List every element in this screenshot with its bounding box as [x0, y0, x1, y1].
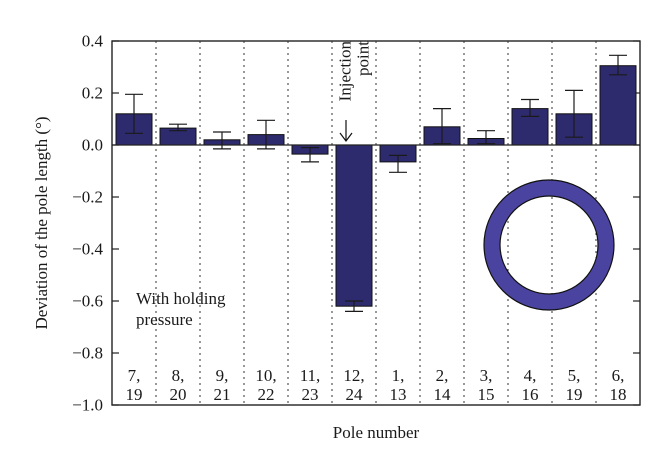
- category-label-bottom: 24: [346, 385, 364, 404]
- ring-cross-section: [484, 180, 614, 310]
- y-axis-title: Deviation of the pole length (°): [32, 116, 51, 329]
- category-label-top: 1,: [392, 366, 405, 385]
- injection-point-annotation: Injection point: [336, 41, 373, 142]
- category-label-bottom: 18: [610, 385, 627, 404]
- category-label-bottom: 23: [302, 385, 319, 404]
- y-tick-label: 0.4: [82, 32, 104, 51]
- category-label-bottom: 14: [434, 385, 452, 404]
- injection-label-line1: Injection: [336, 41, 355, 102]
- y-tick-label: −1.0: [72, 396, 103, 415]
- category-label-bottom: 20: [170, 385, 187, 404]
- y-tick-label: −0.4: [72, 240, 103, 259]
- category-label-top: 8,: [172, 366, 185, 385]
- holding-pressure-line1: With holding: [136, 289, 226, 308]
- category-label-top: 12,: [343, 366, 364, 385]
- error-bar: [169, 123, 187, 132]
- category-label-bottom: 19: [566, 385, 583, 404]
- error-bar: [609, 54, 627, 76]
- ring-outer-edge: [483, 179, 615, 311]
- x-axis-title: Pole number: [333, 423, 420, 442]
- category-label-top: 11,: [300, 366, 321, 385]
- holding-pressure-line2: pressure: [136, 310, 193, 329]
- y-tick-label: −0.8: [72, 344, 103, 363]
- category-label-bottom: 16: [522, 385, 539, 404]
- category-label-bottom: 21: [214, 385, 231, 404]
- y-tick-label: 0.2: [82, 84, 103, 103]
- y-axis-ticks: 0.4 0.2 0.0 −0.2 −0.4 −0.6 −0.8 −1.0: [72, 32, 640, 415]
- y-tick-label: −0.2: [72, 188, 103, 207]
- vertical-grid: [155, 41, 597, 405]
- category-label-top: 3,: [480, 366, 493, 385]
- category-label-bottom: 19: [126, 385, 143, 404]
- category-label-bottom: 15: [478, 385, 495, 404]
- error-bar: [301, 147, 319, 163]
- category-labels: 7,198,209,2110,2211,2312,241,132,143,154…: [126, 366, 627, 404]
- error-bar: [345, 300, 363, 312]
- category-label-top: 5,: [568, 366, 581, 385]
- category-label-top: 7,: [128, 366, 141, 385]
- bar-6-18: [599, 65, 637, 146]
- category-label-top: 9,: [216, 366, 229, 385]
- category-label-top: 10,: [255, 366, 276, 385]
- error-bar: [257, 119, 275, 150]
- error-bar: [125, 93, 143, 134]
- ring-inner-edge: [499, 195, 599, 295]
- category-label-top: 4,: [524, 366, 537, 385]
- y-tick-label: −0.6: [72, 292, 103, 311]
- error-bar: [433, 107, 451, 145]
- error-bar: [477, 130, 495, 145]
- category-label-top: 2,: [436, 366, 449, 385]
- error-bars: [125, 54, 627, 312]
- y-tick-label: 0.0: [82, 136, 103, 155]
- error-bar: [389, 154, 407, 173]
- error-bar: [213, 131, 231, 150]
- error-bar: [521, 98, 539, 118]
- injection-label-line2: point: [354, 41, 373, 76]
- injection-arrow-head: [339, 132, 353, 142]
- error-bar: [565, 89, 583, 138]
- category-label-top: 6,: [612, 366, 625, 385]
- bar-12-24: [335, 144, 373, 307]
- category-label-bottom: 13: [390, 385, 407, 404]
- category-label-bottom: 22: [258, 385, 275, 404]
